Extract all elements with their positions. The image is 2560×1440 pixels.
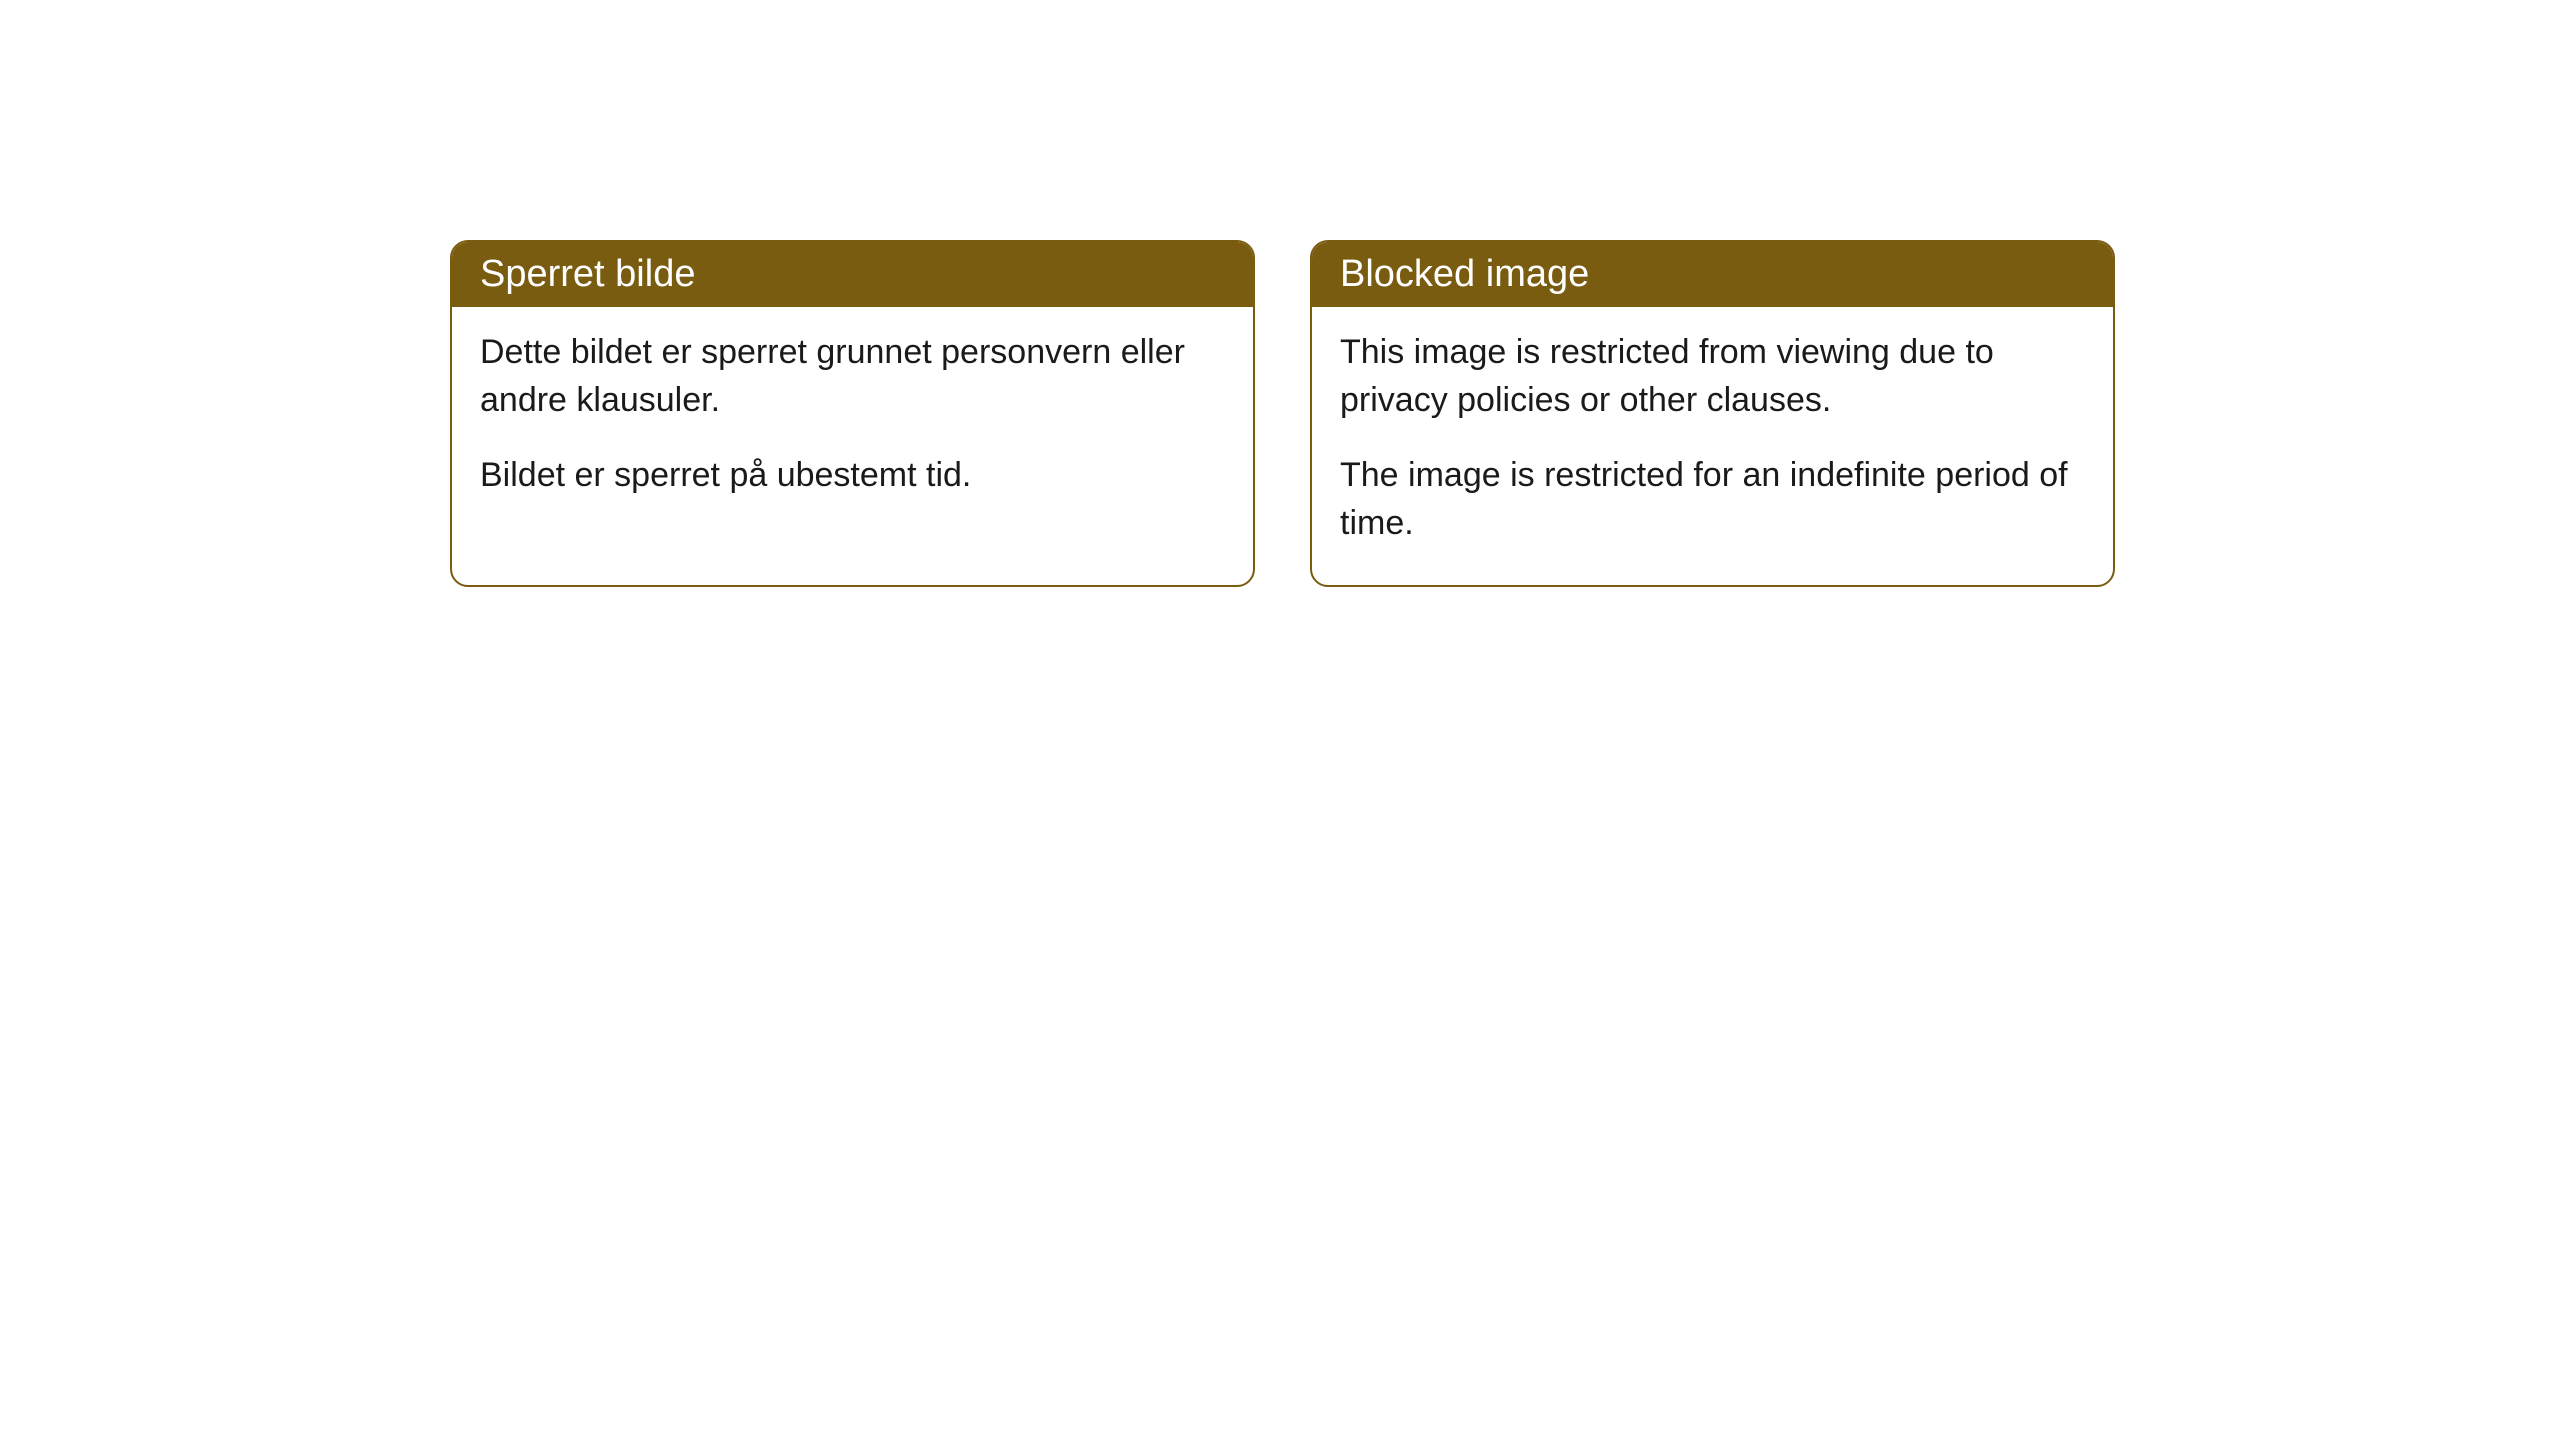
card-body-norwegian: Dette bildet er sperret grunnet personve… [452,307,1253,538]
notice-text-2: Bildet er sperret på ubestemt tid. [480,452,1225,500]
card-body-english: This image is restricted from viewing du… [1312,307,2113,585]
notice-text-1: This image is restricted from viewing du… [1340,329,2085,424]
notice-text-2: The image is restricted for an indefinit… [1340,452,2085,547]
card-title: Blocked image [1340,253,1589,295]
blocked-image-card-english: Blocked image This image is restricted f… [1310,240,2115,587]
notice-text-1: Dette bildet er sperret grunnet personve… [480,329,1225,424]
blocked-image-card-norwegian: Sperret bilde Dette bildet er sperret gr… [450,240,1255,587]
card-header-english: Blocked image [1312,242,2113,307]
card-title: Sperret bilde [480,253,695,295]
card-header-norwegian: Sperret bilde [452,242,1253,307]
notice-container: Sperret bilde Dette bildet er sperret gr… [450,240,2115,587]
